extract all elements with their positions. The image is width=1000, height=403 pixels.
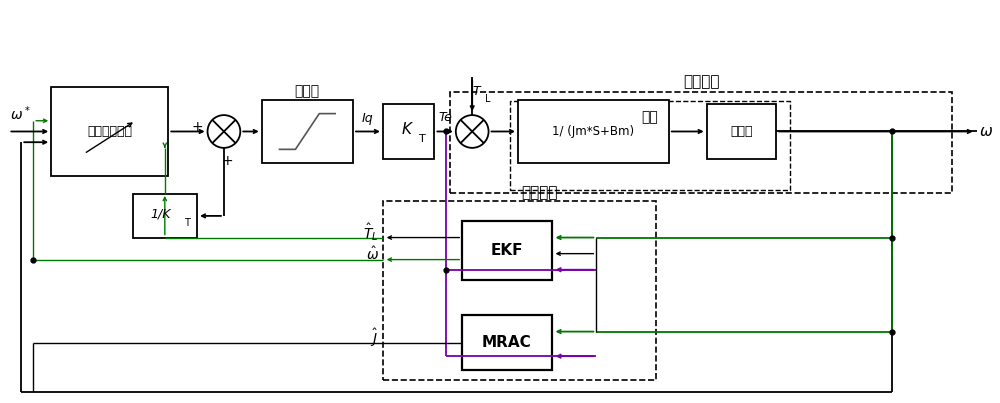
Text: 机械系统: 机械系统: [683, 74, 719, 89]
Text: +: +: [192, 120, 204, 133]
Bar: [462, 221, 552, 280]
Circle shape: [456, 115, 489, 148]
Text: T: T: [419, 135, 426, 144]
Text: 编码器: 编码器: [730, 125, 753, 138]
Bar: [51, 87, 168, 176]
Text: 1/ (Jm*S+Bm): 1/ (Jm*S+Bm): [552, 125, 634, 138]
Text: 辨识算法: 辨识算法: [521, 185, 557, 201]
Bar: [133, 194, 197, 238]
Bar: [450, 92, 952, 193]
Bar: [462, 315, 552, 370]
Text: $\hat{\omega}$: $\hat{\omega}$: [366, 246, 379, 263]
Text: Te: Te: [438, 110, 452, 124]
Bar: [383, 104, 434, 159]
Circle shape: [208, 115, 240, 148]
Text: $\hat{T}_L$: $\hat{T}_L$: [363, 222, 379, 243]
Text: 速度环控制器: 速度环控制器: [87, 125, 132, 138]
Text: L: L: [485, 94, 491, 104]
Bar: [518, 100, 669, 163]
Text: Iq: Iq: [362, 112, 374, 125]
Bar: [510, 101, 790, 190]
Text: EKF: EKF: [491, 243, 523, 258]
Text: 1/K: 1/K: [151, 208, 171, 220]
Text: 限幅器: 限幅器: [295, 84, 320, 98]
Text: +: +: [221, 154, 233, 168]
Text: 电机: 电机: [642, 111, 658, 125]
Text: $\omega$: $\omega$: [979, 124, 993, 139]
Bar: [383, 201, 656, 380]
Text: $\omega^*$: $\omega^*$: [10, 104, 31, 123]
Text: MRAC: MRAC: [482, 335, 532, 350]
Text: $\hat{J}$: $\hat{J}$: [370, 326, 379, 349]
Text: T: T: [472, 85, 480, 98]
Text: K: K: [402, 122, 412, 137]
Bar: [262, 100, 353, 163]
Text: T: T: [184, 218, 190, 228]
Bar: [707, 104, 776, 159]
